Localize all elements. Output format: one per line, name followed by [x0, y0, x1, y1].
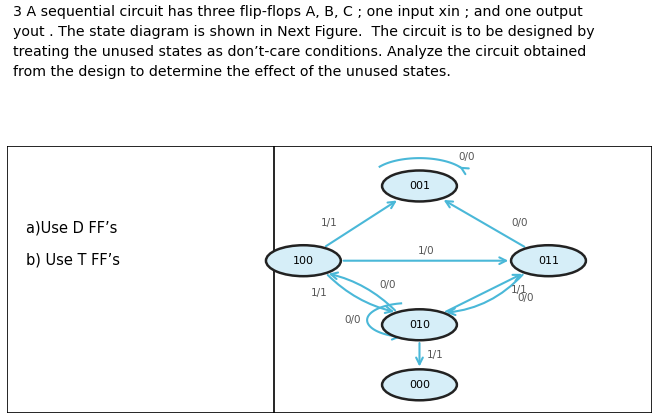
Text: 1/1: 1/1	[427, 350, 444, 360]
Text: 1/1: 1/1	[321, 219, 338, 229]
Text: 100: 100	[293, 256, 314, 266]
Circle shape	[382, 309, 457, 340]
Circle shape	[382, 171, 457, 201]
Text: 0/0: 0/0	[379, 280, 396, 290]
Text: 000: 000	[409, 380, 430, 390]
Text: 1/1: 1/1	[511, 285, 528, 295]
Text: a)Use D FF’s: a)Use D FF’s	[26, 221, 118, 236]
Text: 3 A sequential circuit has three flip-flops A, B, C ; one input xin ; and one ou: 3 A sequential circuit has three flip-fl…	[13, 5, 595, 79]
Text: b) Use T FF’s: b) Use T FF’s	[26, 253, 120, 268]
Text: 010: 010	[409, 320, 430, 330]
Text: 001: 001	[409, 181, 430, 191]
Text: 0/0: 0/0	[511, 219, 528, 229]
Text: 1/0: 1/0	[418, 246, 434, 256]
Circle shape	[266, 245, 340, 276]
Text: 1/1: 1/1	[311, 288, 328, 298]
Text: 0/0: 0/0	[517, 293, 534, 303]
Circle shape	[511, 245, 586, 276]
Text: 0/0: 0/0	[344, 315, 360, 325]
Text: 011: 011	[538, 256, 559, 266]
Circle shape	[382, 369, 457, 400]
Text: 0/0: 0/0	[458, 153, 475, 163]
